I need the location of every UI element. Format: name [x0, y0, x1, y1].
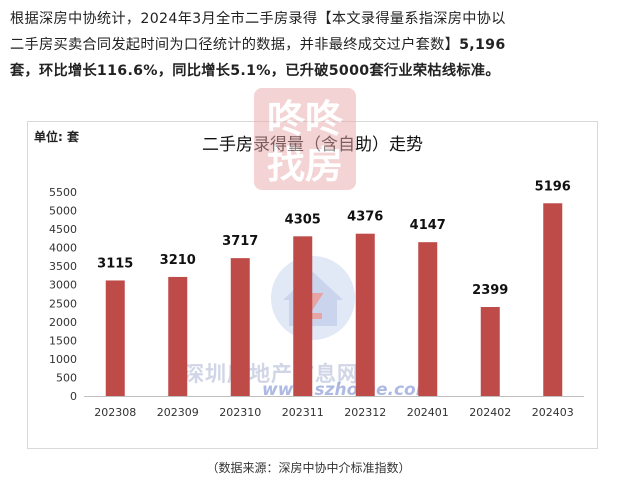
intro-growth-summary: 套，环比增长116.6%，同比增长5.1%，已升破5000套行业荣枯线标准。	[10, 63, 500, 79]
watermark-site-text: 深圳房地产信息网	[183, 362, 359, 386]
x-tick-label: 202308	[94, 406, 136, 419]
y-tick-label: 5000	[49, 205, 77, 218]
bar	[418, 242, 438, 396]
data-source-note: （数据来源：深房中协中介标准指数）	[206, 461, 411, 475]
y-tick-label: 0	[70, 390, 77, 403]
intro-line-2: 二手房买卖合同发起时间为口径统计的数据，并非最终成交过户套数】5,196	[10, 32, 610, 58]
y-tick-label: 4500	[49, 223, 77, 236]
y-tick-label: 1000	[49, 353, 77, 366]
y-tick-label: 2500	[49, 297, 77, 310]
x-tick-label: 202403	[532, 406, 574, 419]
bar	[105, 280, 125, 396]
intro-total-value: 5,196	[459, 37, 506, 53]
y-tick-label: 1500	[49, 334, 77, 347]
x-tick-label: 202310	[219, 406, 261, 419]
bar-value-label: 4305	[285, 212, 321, 227]
bar-value-label: 5196	[535, 179, 571, 194]
bar-value-label: 3210	[160, 253, 196, 268]
x-tick-label: 202401	[407, 406, 449, 419]
y-tick-label: 5500	[49, 186, 77, 199]
bar	[543, 203, 563, 396]
y-tick-label: 2000	[49, 316, 77, 329]
x-tick-label: 202309	[157, 406, 199, 419]
bar-value-label: 2399	[472, 283, 508, 298]
bar-value-label: 3717	[222, 234, 258, 249]
bar-value-label: 4376	[347, 210, 383, 225]
intro-line-2-text: 二手房买卖合同发起时间为口径统计的数据，并非最终成交过户套数】	[10, 37, 460, 53]
watermark-logo: 咚咚 找房	[254, 88, 356, 190]
y-tick-label: 4000	[49, 242, 77, 255]
svg-text:找房: 找房	[267, 143, 343, 187]
bar	[293, 236, 313, 396]
svg-text:咚咚: 咚咚	[267, 97, 344, 141]
bar	[480, 307, 500, 396]
bar	[168, 276, 188, 396]
y-tick-label: 500	[56, 371, 77, 384]
y-tick-label: 3500	[49, 260, 77, 273]
x-tick-label: 202402	[469, 406, 511, 419]
bar-value-label: 4147	[410, 218, 446, 233]
x-tick-label: 202312	[344, 406, 386, 419]
intro-line-1: 根据深房中协统计，2024年3月全市二手房录得【本文录得量系指深房中协以	[10, 11, 506, 27]
bar-value-label: 3115	[97, 256, 133, 271]
chart-unit-label: 单位: 套	[34, 130, 79, 144]
intro-line-3: 套，环比增长116.6%，同比增长5.1%，已升破5000套行业荣枯线标准。	[10, 58, 610, 84]
x-tick-label: 202311	[282, 406, 324, 419]
y-tick-label: 3000	[49, 279, 77, 292]
bar	[230, 258, 250, 396]
bar	[355, 233, 375, 396]
intro-paragraph: 根据深房中协统计，2024年3月全市二手房录得【本文录得量系指深房中协以 二手房…	[10, 6, 610, 84]
